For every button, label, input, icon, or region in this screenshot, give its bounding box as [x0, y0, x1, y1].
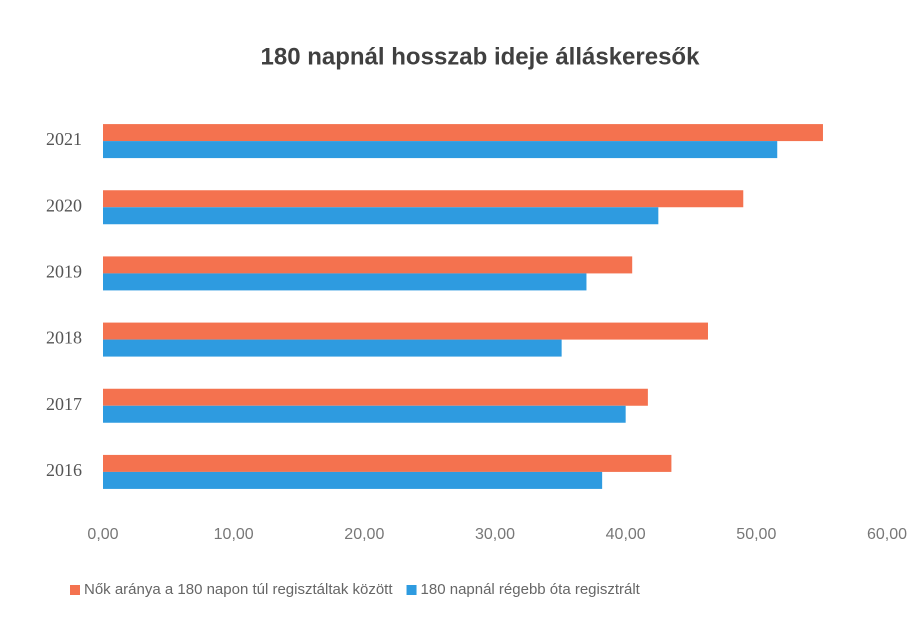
x-tick-label: 20,00: [344, 526, 384, 543]
x-tick-label: 30,00: [475, 526, 515, 543]
bar: [103, 273, 587, 291]
y-tick-label: 2018: [46, 328, 82, 348]
y-tick-label: 2017: [46, 394, 82, 414]
x-tick-label: 10,00: [214, 526, 254, 543]
y-tick-label: 2020: [46, 195, 82, 215]
bar: [103, 388, 648, 406]
bar: [103, 124, 823, 142]
y-tick-label: 2019: [46, 262, 82, 282]
bar: [103, 256, 633, 274]
legend-label: 180 napnál régebb óta regisztrált: [421, 581, 641, 598]
bar: [103, 454, 672, 472]
legend-swatch: [406, 585, 417, 595]
x-tick-label: 50,00: [736, 526, 776, 543]
y-tick-label: 2016: [46, 460, 82, 480]
legend-label: Nők aránya a 180 napon túl regisztáltak …: [84, 581, 393, 598]
bar: [103, 141, 778, 159]
x-tick-label: 60,00: [867, 526, 907, 543]
bar: [103, 339, 562, 357]
x-tick-label: 40,00: [606, 526, 646, 543]
bar: [103, 322, 708, 340]
x-tick-label: 0,00: [87, 526, 118, 543]
y-tick-label: 2021: [46, 129, 82, 149]
legend-swatch: [70, 585, 80, 595]
bar: [103, 190, 744, 208]
bar: [103, 471, 603, 489]
chart-title: 180 napnál hosszab ideje álláskeresők: [261, 43, 701, 70]
bar: [103, 207, 659, 225]
bar: [103, 405, 626, 423]
